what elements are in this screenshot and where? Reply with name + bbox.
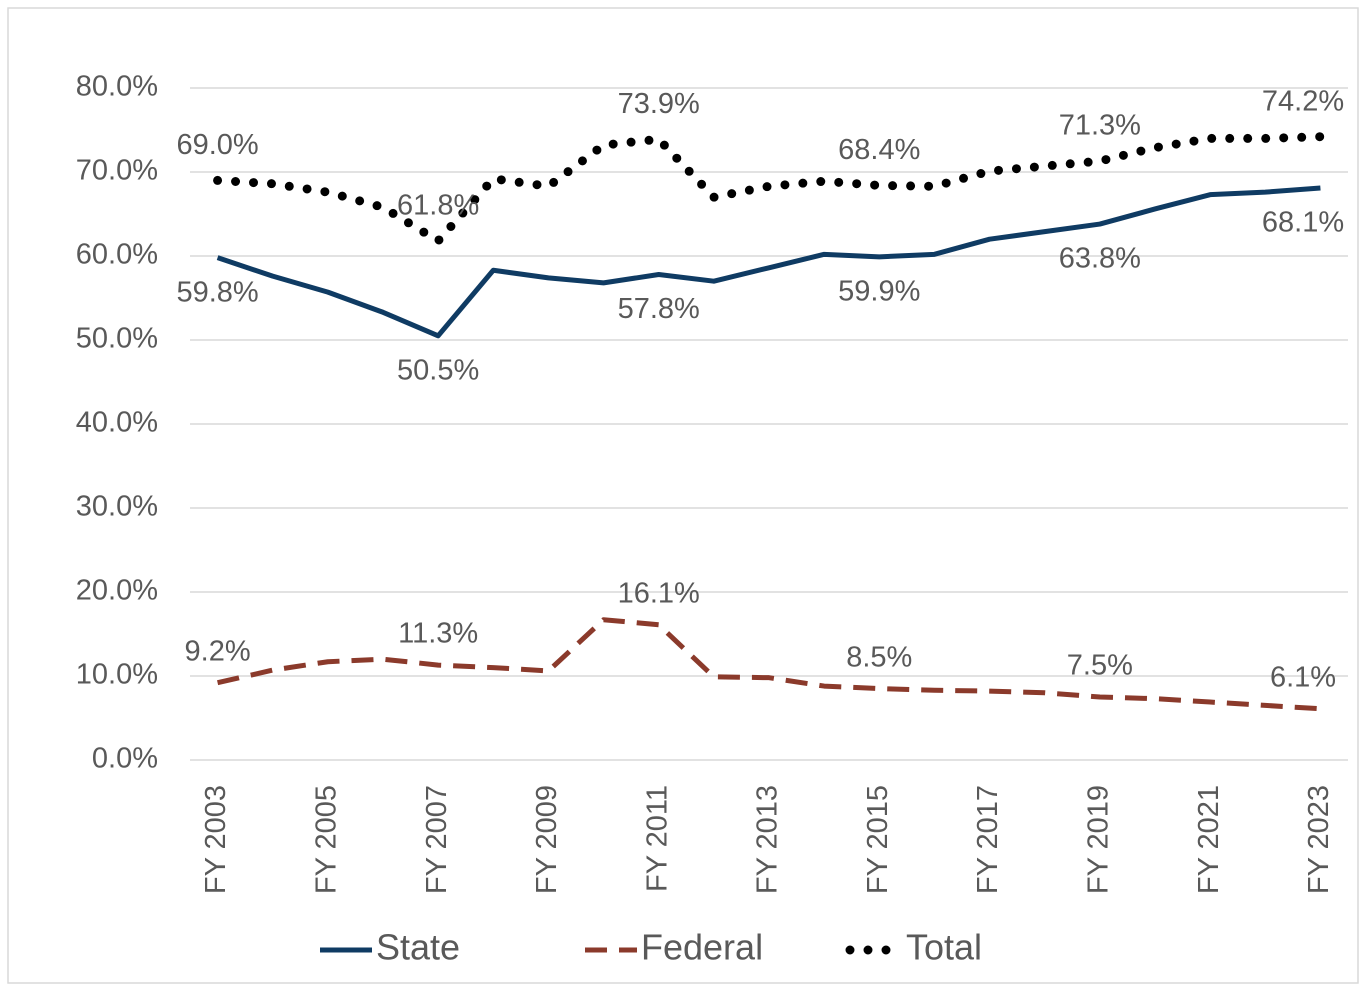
y-tick-label: 60.0%: [76, 239, 158, 271]
y-tick-label: 40.0%: [76, 407, 158, 439]
data-label: 50.5%: [397, 354, 479, 386]
data-label: 8.5%: [846, 641, 912, 673]
y-tick-label: 70.0%: [76, 155, 158, 187]
data-label: 9.2%: [185, 635, 251, 667]
legend-label: State: [376, 927, 460, 968]
x-tick-label: FY 2009: [531, 785, 563, 894]
y-tick-label: 10.0%: [76, 659, 158, 691]
series-line: [213, 132, 1325, 246]
data-label: 68.4%: [838, 134, 920, 166]
x-tick-label: FY 2007: [421, 785, 453, 894]
x-tick-label: FY 2023: [1303, 785, 1335, 894]
y-tick-label: 50.0%: [76, 323, 158, 355]
data-label: 68.1%: [1262, 207, 1344, 239]
data-label: 59.8%: [176, 276, 258, 308]
x-tick-label: FY 2015: [862, 785, 894, 894]
y-tick-label: 80.0%: [76, 71, 158, 103]
x-tick-label: FY 2011: [641, 785, 673, 892]
y-tick-label: 20.0%: [76, 575, 158, 607]
x-tick-label: FY 2013: [752, 785, 784, 894]
chart-frame: [7, 7, 1359, 984]
legend-label: Federal: [641, 927, 763, 968]
data-label: 61.8%: [397, 190, 479, 222]
data-label: 57.8%: [618, 293, 700, 325]
data-label: 73.9%: [618, 88, 700, 120]
series-line: [216, 185, 1321, 339]
data-label: 63.8%: [1059, 243, 1141, 275]
data-label: 59.9%: [838, 275, 920, 307]
data-label: 74.2%: [1262, 85, 1344, 117]
y-tick-label: 30.0%: [76, 491, 158, 523]
series-line: [217, 617, 1321, 712]
data-label: 69.0%: [176, 129, 258, 161]
data-label: 11.3%: [398, 618, 478, 650]
legend-label: Total: [906, 927, 982, 968]
data-label: 6.1%: [1270, 661, 1336, 693]
x-tick-label: FY 2019: [1083, 785, 1115, 894]
x-tick-label: FY 2017: [972, 785, 1004, 894]
x-tick-label: FY 2021: [1193, 785, 1225, 894]
x-tick-label: FY 2005: [311, 785, 343, 894]
data-label: 71.3%: [1059, 110, 1141, 142]
y-tick-label: 0.0%: [92, 743, 158, 775]
data-label: 7.5%: [1067, 650, 1133, 682]
data-label: 16.1%: [618, 577, 700, 609]
x-tick-label: FY 2003: [200, 785, 232, 894]
